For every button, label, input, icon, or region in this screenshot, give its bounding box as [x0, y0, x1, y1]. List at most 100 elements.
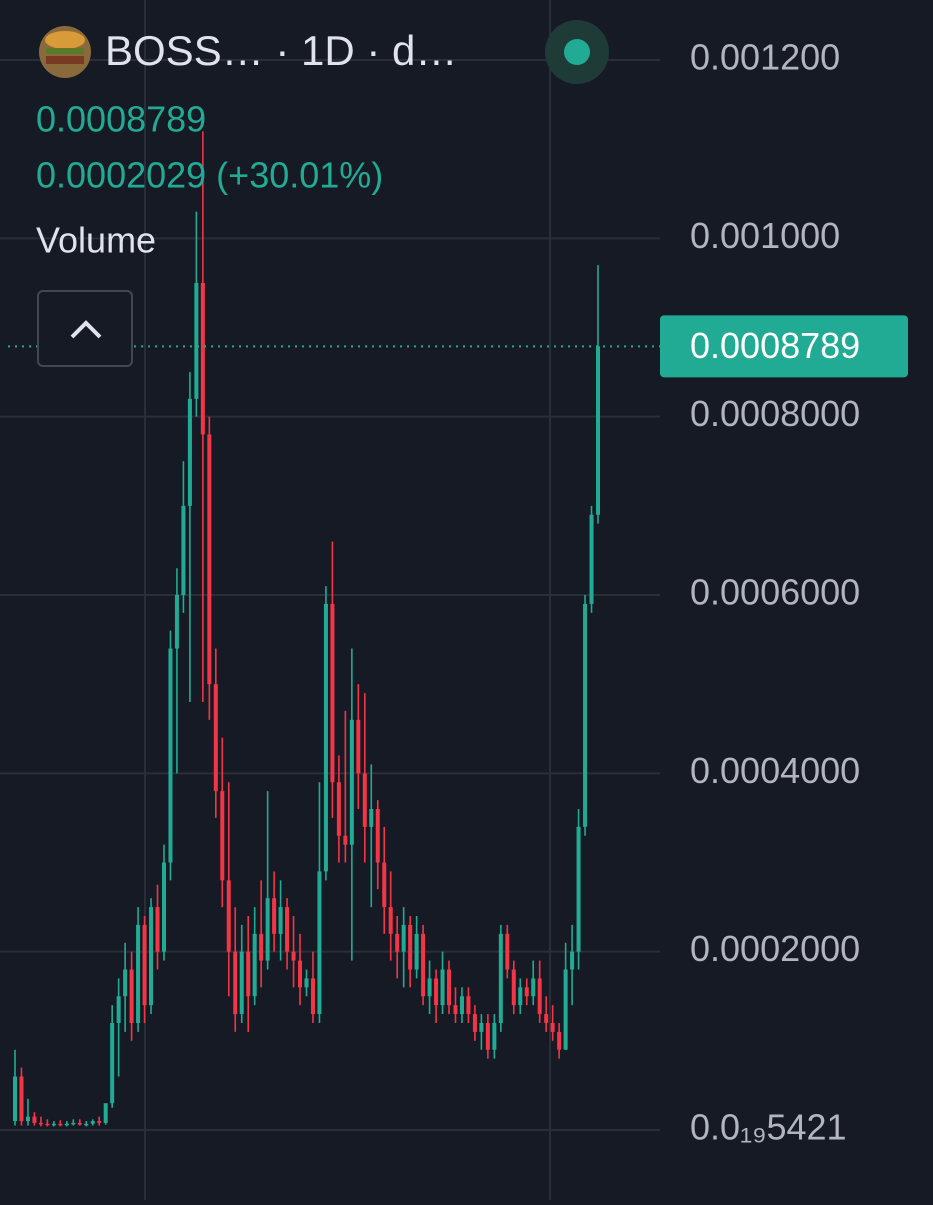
candle-body: [233, 951, 238, 1015]
candle-body: [116, 996, 121, 1024]
candle-body: [505, 933, 510, 970]
last-price-tag: [660, 315, 908, 378]
candle-body: [19, 1076, 24, 1122]
candle-body: [110, 1023, 115, 1104]
candle-body: [149, 907, 154, 1006]
candle-body: [531, 978, 536, 997]
candle-body: [45, 1123, 50, 1126]
candle-body: [453, 1005, 458, 1015]
y-tick-label: 0.001200: [690, 37, 840, 78]
candle-body: [356, 719, 361, 774]
y-tick-label: 0.0004000: [690, 750, 860, 791]
header: BOSS… · 1D · d… 0.0008789 0.0002029 (+30…: [36, 20, 609, 367]
y-tick-label: 0.001000: [690, 215, 840, 256]
candle-body: [570, 951, 575, 970]
candle-body: [369, 809, 374, 827]
candle-body: [336, 782, 341, 836]
candle-body: [395, 933, 400, 952]
candle-body: [181, 505, 186, 596]
candle-body: [323, 603, 328, 872]
candle-body: [343, 835, 348, 845]
candle-body: [77, 1122, 82, 1125]
collapse-button[interactable]: [37, 290, 133, 367]
button-frame[interactable]: [37, 290, 133, 367]
candle-body: [375, 809, 380, 863]
candle-body: [388, 907, 393, 934]
candle-body: [330, 603, 335, 783]
candle-body: [382, 862, 387, 908]
y-tick-label: 0.0₁₉5421: [690, 1107, 847, 1148]
volume-label: Volume: [36, 220, 156, 261]
change: 0.0002029 (+30.01%): [36, 155, 383, 196]
axis: 0.0₁₉5421 0.0002000 0.0004000 0.0006000 0.00…: [660, 37, 908, 1148]
chevron-icon[interactable]: [70, 320, 102, 339]
candle-body: [84, 1123, 89, 1126]
candle-body: [25, 1116, 30, 1122]
candle-body: [265, 898, 270, 961]
icon-detail: [46, 56, 84, 64]
status-dot: [564, 39, 590, 65]
candle-body: [498, 933, 503, 1024]
candle-body: [174, 595, 179, 649]
candle-body: [187, 398, 192, 506]
candle-body: [485, 1023, 490, 1050]
candle-body: [518, 987, 523, 1006]
candle-body: [161, 862, 166, 952]
candle-body: [291, 951, 296, 961]
candle-body: [200, 282, 205, 435]
candle-body: [524, 987, 529, 997]
candle-body: [583, 603, 588, 827]
candle-body: [90, 1121, 95, 1124]
candle-body: [213, 684, 218, 792]
candle-body: [64, 1123, 69, 1126]
candle-body: [298, 960, 303, 988]
candle-body: [466, 996, 471, 1015]
candle-body: [349, 719, 354, 845]
candle-body: [362, 773, 367, 827]
candle-body: [259, 933, 264, 961]
candle-body: [317, 871, 322, 1015]
candle-body: [97, 1121, 102, 1123]
candle-body: [440, 969, 445, 1006]
candle-body: [51, 1123, 56, 1126]
candles: [8, 131, 660, 1127]
symbol-title: BOSS… · 1D · d…: [105, 27, 457, 74]
candle-body: [207, 434, 212, 685]
candle-body: [272, 898, 277, 934]
candle-body: [285, 907, 290, 952]
candle-body: [142, 924, 147, 1006]
candle-body: [32, 1116, 37, 1123]
candle-body: [304, 978, 309, 988]
candle-body: [550, 1023, 555, 1032]
candle-body: [414, 933, 419, 970]
candle-body: [447, 969, 452, 1006]
candle-body: [103, 1103, 108, 1123]
candle-body: [557, 1031, 562, 1050]
icon-detail: [46, 48, 84, 54]
candle-body: [537, 978, 542, 1015]
candle-body: [239, 951, 244, 1015]
candle-body: [129, 969, 134, 1024]
candle-body: [492, 1023, 497, 1050]
candle-body: [310, 978, 315, 1015]
price: 0.0008789: [36, 99, 206, 140]
candle-body: [278, 907, 283, 934]
candle-body: [252, 933, 257, 997]
candle-body: [576, 826, 581, 952]
candle-body: [194, 282, 199, 399]
candle-body: [12, 1076, 18, 1122]
candle-body: [421, 933, 426, 997]
candle-body: [589, 514, 594, 604]
candle-body: [38, 1122, 43, 1125]
candle-body: [226, 880, 231, 952]
candle-body: [459, 996, 464, 1015]
candle-body: [427, 978, 432, 997]
candle-body: [408, 924, 413, 970]
candle-body: [595, 346, 601, 515]
candle-body: [472, 1014, 477, 1032]
candle-body: [563, 969, 568, 1050]
candle-body: [434, 978, 439, 1006]
y-tick-label: 0.0002000: [690, 928, 860, 969]
